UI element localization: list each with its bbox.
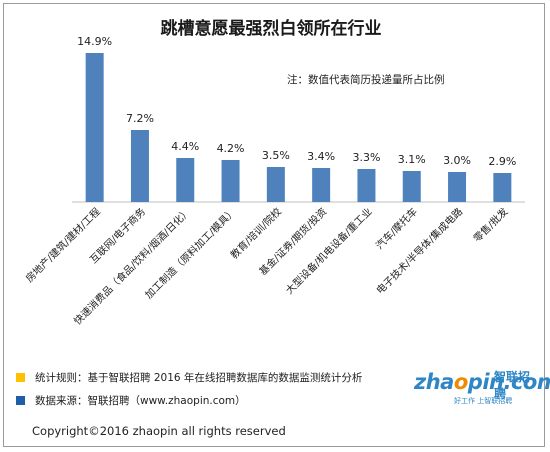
category-label: 加工制造（原料加工/模具） xyxy=(142,205,238,301)
category-label: 零售/批发 xyxy=(471,205,511,245)
bar xyxy=(357,169,376,202)
legend-source: 数据来源：智联招聘（www.zhaopin.com） xyxy=(16,393,246,408)
value-label: 3.1% xyxy=(398,153,426,166)
category-labels-group: 房地产/建筑/建材/工程互联网/电子商务快速消费品（食品/饮料/烟酒/日化）加工… xyxy=(23,205,511,327)
value-label: 3.0% xyxy=(443,154,471,167)
category-label: 汽车/摩托车 xyxy=(373,205,420,252)
bar xyxy=(176,158,195,202)
logo-slogan: 好工作 上智联招聘 xyxy=(454,397,513,405)
category-label: 电子技术/半导体/集成电路 xyxy=(373,205,465,297)
logo-brand: zhaopin.com xyxy=(414,370,550,394)
category-label: 大型设备/机电设备/重工业 xyxy=(283,205,375,297)
legend-rule-text: 统计规则：基于智联招聘 2016 年在线招聘数据库的数据监测统计分析 xyxy=(35,372,363,384)
legend-rule-swatch xyxy=(16,373,25,382)
chart-title: 跳槽意愿最强烈白领所在行业 xyxy=(160,19,382,39)
bar xyxy=(448,172,467,202)
bar xyxy=(312,168,331,202)
value-label: 3.4% xyxy=(307,150,335,163)
bar xyxy=(130,130,149,202)
category-label: 房地产/建筑/建材/工程 xyxy=(23,205,103,285)
chart-note: 注：数值代表简历投递量所占比例 xyxy=(287,74,445,86)
value-label: 3.5% xyxy=(262,149,290,162)
value-label: 4.4% xyxy=(171,140,199,153)
bar xyxy=(85,53,104,202)
legend-rule: 统计规则：基于智联招聘 2016 年在线招聘数据库的数据监测统计分析 xyxy=(16,370,362,385)
legend-source-swatch xyxy=(16,396,25,405)
value-label: 14.9% xyxy=(77,35,112,48)
bar xyxy=(221,160,240,202)
value-label: 3.3% xyxy=(352,151,380,164)
logo-cn: 智联招聘 xyxy=(494,370,531,401)
copyright-text: Copyright©2016 zhaopin all rights reserv… xyxy=(32,424,286,438)
value-label: 7.2% xyxy=(126,112,154,125)
bar xyxy=(493,173,512,202)
bars-group xyxy=(85,53,512,202)
bar xyxy=(266,167,285,202)
value-labels-group: 14.9% 7.2% 4.4% 4.2% 3.5% 3.4% 3.3% 3.1% 3.0% 2.9… xyxy=(77,35,516,168)
zhaopin-logo: zhaopin.com 智联招聘 好工作 上智联招聘 xyxy=(412,368,550,414)
bar xyxy=(402,171,421,202)
bar-chart: 14.9% 7.2% 4.4% 4.2% 3.5% 3.4% 3.3% 3.1% 3.0% 2.9… xyxy=(23,35,525,327)
value-label: 2.9% xyxy=(488,155,516,168)
legend-source-text: 数据来源：智联招聘（www.zhaopin.com） xyxy=(35,395,246,407)
value-label: 4.2% xyxy=(217,142,245,155)
